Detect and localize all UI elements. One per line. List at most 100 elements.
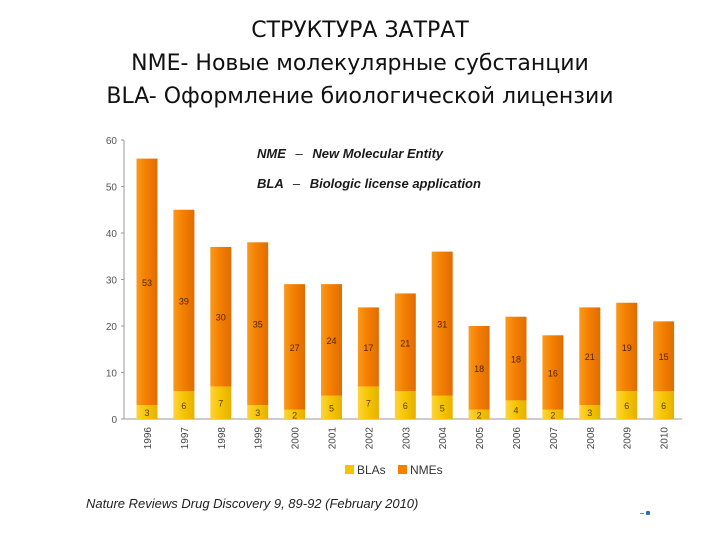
data-label-blas-2007: 2 [550, 410, 555, 420]
x-tick-label: 2008 [586, 427, 597, 450]
bar-nmes-2002 [357, 307, 379, 387]
data-label-blas-2003: 6 [403, 401, 408, 411]
data-label-nmes-2005: 18 [474, 364, 484, 374]
legend: BLAs NMEs [345, 463, 443, 477]
legend-label-blas: BLAs [357, 463, 386, 477]
x-tick-label: 2004 [438, 427, 449, 450]
bar-nmes-2003 [394, 293, 416, 392]
annotation-nme-sep: – [295, 146, 304, 161]
bar-blas-2000 [284, 409, 306, 419]
data-label-blas-2006: 4 [513, 406, 518, 416]
data-label-nmes-1998: 30 [216, 313, 226, 323]
bar-blas-1996 [136, 405, 158, 419]
page-marker-dash [640, 513, 644, 514]
data-label-blas-2005: 2 [477, 410, 482, 420]
bar-blas-2007 [542, 409, 564, 419]
title-line-3: BLA- Оформление биологической лицензии [106, 84, 614, 109]
bar-nmes-2006 [505, 316, 527, 401]
annotation-bla-abbr: BLA [257, 176, 283, 191]
x-tick-label: 2005 [475, 427, 486, 450]
svg-text:NME – New Molecula: NME – New Molecular Entity [257, 146, 444, 161]
y-tick-label: 20 [106, 322, 118, 333]
bar-nmes-2007 [542, 335, 564, 410]
y-tick-label: 10 [106, 369, 118, 380]
bar-blas-2006 [505, 400, 527, 419]
bar-blas-1998 [210, 386, 232, 419]
data-label-blas-1997: 6 [181, 401, 186, 411]
bar-nmes-1996 [136, 158, 158, 406]
annotation-nme-abbr: NME [257, 146, 286, 161]
x-tick-label: 2000 [291, 427, 302, 450]
svg-text:BLA – Biologic lic: BLA – Biologic license application [257, 176, 481, 191]
x-tick-label: 2010 [660, 427, 671, 450]
data-label-nmes-1999: 35 [253, 320, 263, 330]
bar-nmes-1998 [210, 246, 232, 387]
bar-blas-2003 [394, 391, 416, 419]
data-label-nmes-2010: 15 [659, 352, 669, 362]
bar-nmes-2004 [431, 251, 453, 396]
y-axis-ticks: 0 10 20 30 40 50 60 [106, 136, 124, 426]
data-label-nmes-1997: 39 [179, 296, 189, 306]
data-label-blas-2004: 5 [440, 403, 445, 413]
data-label-blas-2009: 6 [624, 401, 629, 411]
bar-blas-2002 [357, 386, 379, 419]
legend-label-nmes: NMEs [410, 463, 443, 477]
data-label-blas-2001: 5 [329, 403, 334, 413]
x-tick-label: 2007 [549, 427, 560, 450]
y-tick-label: 40 [106, 229, 118, 240]
bar-blas-2005 [468, 409, 490, 419]
data-label-blas-1996: 3 [144, 408, 149, 418]
y-tick-label: 30 [106, 276, 118, 287]
data-label-blas-1999: 3 [255, 408, 260, 418]
data-label-blas-2000: 2 [292, 410, 297, 420]
bar-blas-1999 [247, 405, 269, 419]
title-line-2: NME- Новые молекулярные субстанции [131, 51, 589, 76]
bar-nmes-2000 [284, 284, 306, 410]
bar-blas-1997 [173, 391, 195, 419]
x-tick-label: 2009 [623, 427, 634, 450]
data-label-nmes-2003: 21 [400, 338, 410, 348]
bar-blas-2008 [579, 405, 601, 419]
data-label-nmes-1996: 53 [142, 278, 152, 288]
bar-blas-2010 [653, 391, 675, 419]
data-label-blas-2002: 7 [366, 399, 371, 409]
bar-nmes-1999 [247, 242, 269, 406]
x-tick-label: 1998 [217, 427, 228, 450]
y-tick-label: 0 [111, 415, 117, 426]
y-tick-label: 60 [106, 136, 118, 147]
annotation-nme-text: New Molecular Entity [312, 146, 444, 161]
bar-nmes-1997 [173, 209, 195, 392]
data-label-nmes-2001: 24 [326, 336, 336, 346]
x-tick-label: 1997 [180, 427, 191, 450]
annotation-nme: NME – New Molecular Entity [257, 146, 444, 161]
bar-nmes-2005 [468, 326, 490, 410]
data-label-nmes-2004: 31 [437, 320, 447, 330]
data-label-blas-1998: 7 [218, 399, 223, 409]
bar-nmes-2009 [616, 302, 638, 392]
data-label-blas-2010: 6 [661, 401, 666, 411]
bar-nmes-2010 [653, 321, 675, 392]
title-line-1: СТРУКТУРА ЗАТРАТ [251, 18, 469, 43]
slide-title: СТРУКТУРА ЗАТРАТ NME- Новые молекулярные… [0, 14, 720, 113]
bar-nmes-2008 [579, 307, 601, 406]
x-tick-label: 2002 [364, 427, 375, 450]
data-label-nmes-2007: 16 [548, 369, 558, 379]
bar-nmes-2001 [321, 284, 342, 396]
source-citation: Nature Reviews Drug Discovery 9, 89-92 (… [86, 496, 419, 511]
x-tick-label: 2006 [512, 427, 523, 450]
x-tick-label: 1996 [143, 427, 154, 450]
x-axis-ticks: 1996 1997 1998 1999 2000 2001 2002 2003 2004 2005… [143, 427, 671, 450]
bars: 3536397303352275247176215312184182163216… [136, 158, 675, 420]
data-label-nmes-2002: 17 [363, 343, 373, 353]
y-tick-label: 50 [106, 183, 118, 194]
bar-blas-2001 [321, 395, 342, 419]
bar-blas-2009 [616, 391, 638, 419]
x-tick-label: 2001 [328, 427, 339, 450]
legend-swatch-blas [345, 465, 354, 474]
data-label-blas-2008: 3 [587, 408, 592, 418]
data-label-nmes-2000: 27 [290, 343, 300, 353]
x-tick-label: 2003 [401, 427, 412, 450]
annotation-bla-text: Biologic license application [310, 176, 481, 191]
annotation-bla: BLA – Biologic license application [257, 176, 481, 191]
